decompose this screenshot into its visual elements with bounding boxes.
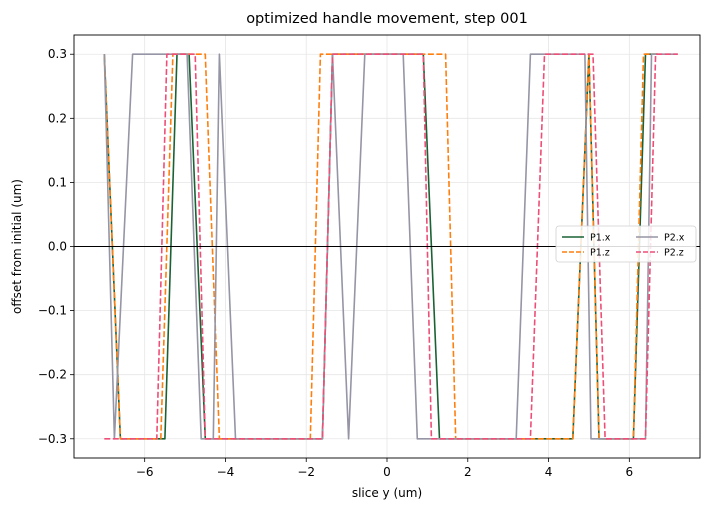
y-tick-label: 0.0 [48,240,67,254]
legend: P1.x P2.x P1.z P2.z [555,225,697,263]
x-axis-label: slice y (um) [352,486,422,500]
chart-title: optimized handle movement, step 001 [246,11,528,27]
x-tick-label: 0 [383,465,391,479]
x-tick-label: −4 [217,465,235,479]
legend-box [555,225,697,263]
y-tick-label: 0.3 [48,47,67,61]
x-tick-label: −6 [136,465,154,479]
legend-label: P1.x [590,233,611,244]
y-tick-label: −0.2 [38,368,67,382]
legend-label: P2.z [664,248,684,259]
x-tick-label: 4 [545,465,553,479]
y-tick-label: 0.2 [48,111,67,125]
x-tick-label: −2 [297,465,315,479]
y-axis-label: offset from initial (um) [10,179,24,314]
x-tick-label: 2 [464,465,472,479]
x-tick-label: 6 [626,465,634,479]
legend-label: P1.z [590,248,610,259]
y-tick-label: −0.1 [38,304,67,318]
y-tick-label: −0.3 [38,432,67,446]
legend-label: P2.x [664,233,685,244]
series-line-p2-z [104,53,678,440]
y-tick-label: 0.1 [48,175,67,189]
ticks: −6 −4 −2 0 2 4 6 −0.3 −0.2 −0.1 0.0 0.1 0.2 0.3 [38,47,633,479]
